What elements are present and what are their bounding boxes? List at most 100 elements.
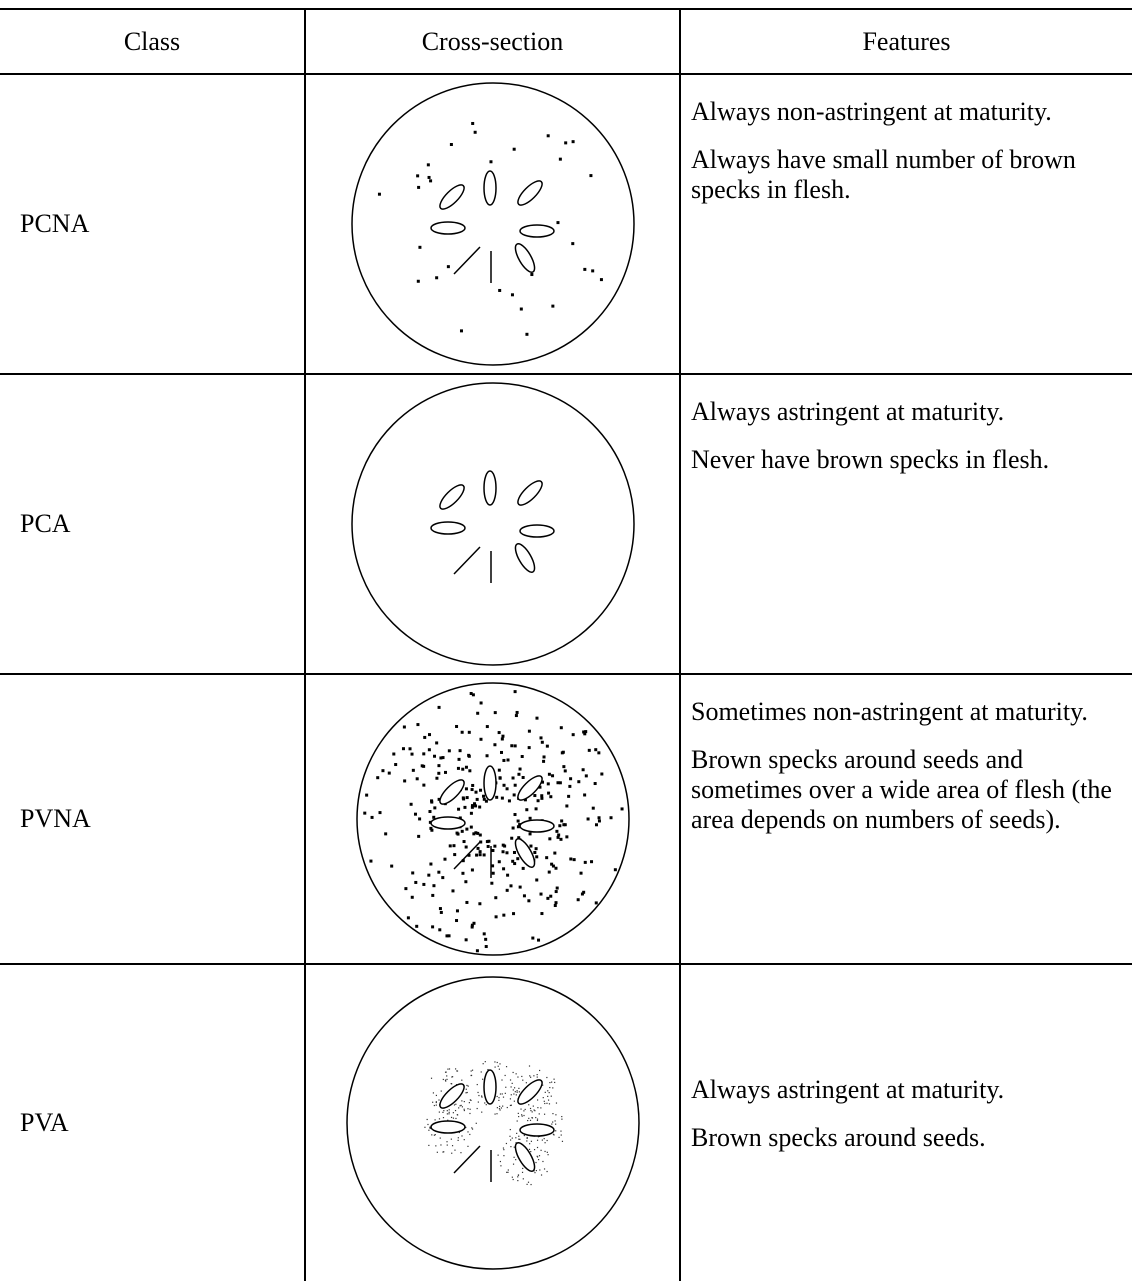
speck <box>375 776 379 780</box>
speck <box>439 1137 441 1139</box>
speck <box>516 1091 518 1093</box>
speck <box>433 1134 435 1136</box>
speck <box>500 737 504 741</box>
drawing-part <box>514 838 535 868</box>
speck <box>533 1148 535 1151</box>
speck <box>460 1079 462 1081</box>
speck <box>532 794 536 798</box>
speck <box>402 725 406 729</box>
speck <box>442 857 446 861</box>
speck <box>439 910 443 914</box>
speck <box>454 1103 456 1105</box>
speck <box>536 799 540 803</box>
speck <box>516 772 520 776</box>
speck <box>470 1070 472 1072</box>
speck <box>524 808 528 812</box>
header-cell: Cross-section <box>304 8 681 75</box>
speck <box>464 765 468 769</box>
speck <box>471 693 475 697</box>
speck <box>521 1171 523 1173</box>
speck <box>491 871 495 875</box>
speck <box>480 1071 482 1073</box>
speck <box>541 1160 544 1163</box>
speck <box>477 902 481 906</box>
speck <box>452 853 456 857</box>
speck <box>517 1138 519 1140</box>
speck <box>500 1107 502 1109</box>
speck <box>464 1126 466 1129</box>
speck <box>540 740 544 744</box>
speck <box>474 790 478 794</box>
speck <box>516 836 520 840</box>
speck <box>514 714 518 718</box>
speck <box>457 1137 459 1139</box>
speck <box>536 938 540 942</box>
speck <box>568 857 572 861</box>
speck <box>364 793 368 797</box>
speck <box>370 815 374 819</box>
speck <box>492 743 496 747</box>
drawing-part <box>438 779 465 805</box>
speck <box>496 1107 498 1109</box>
speck <box>476 1091 479 1094</box>
speck <box>437 705 441 709</box>
speck <box>497 1097 500 1099</box>
speck <box>458 749 462 753</box>
speck <box>458 1131 460 1134</box>
speck <box>525 1183 528 1185</box>
speck <box>536 1074 538 1076</box>
speck <box>473 130 477 134</box>
speck <box>534 847 538 851</box>
speck <box>448 844 452 848</box>
speck <box>555 886 559 890</box>
class-cell: PCNA <box>0 74 305 375</box>
speck <box>560 1134 562 1136</box>
speck <box>522 1178 524 1180</box>
speck <box>478 853 482 857</box>
drawing-part <box>516 775 543 801</box>
speck <box>462 805 466 809</box>
speck <box>499 1160 501 1163</box>
speck <box>484 799 488 803</box>
speck <box>470 925 474 929</box>
speck <box>550 1123 552 1125</box>
speck <box>559 819 563 823</box>
speck <box>496 1061 498 1064</box>
speck <box>514 1159 516 1161</box>
speck <box>461 1106 463 1108</box>
speck <box>480 1095 482 1097</box>
speck <box>450 1152 452 1154</box>
speck <box>518 1091 520 1093</box>
speck <box>613 868 617 872</box>
speck <box>512 1156 515 1158</box>
speck <box>509 1146 512 1148</box>
speck <box>539 912 543 916</box>
speck <box>413 880 417 884</box>
speck <box>420 764 424 768</box>
speck <box>557 1136 560 1139</box>
speck <box>543 1100 545 1102</box>
speck <box>497 731 501 735</box>
speck <box>527 1104 529 1106</box>
speck <box>552 1078 555 1080</box>
feature: Always astringent at maturity. <box>691 1075 1005 1104</box>
speck <box>499 750 503 754</box>
speck <box>427 810 431 814</box>
speck <box>540 1174 542 1176</box>
speck <box>501 758 505 762</box>
speck <box>511 826 515 830</box>
speck <box>549 862 553 866</box>
speck <box>576 898 580 902</box>
speck <box>422 735 426 739</box>
speck <box>454 1068 456 1070</box>
speck <box>410 871 414 875</box>
speck <box>469 1108 471 1110</box>
speck <box>558 157 562 161</box>
speck <box>501 1093 503 1095</box>
speck <box>480 1111 482 1113</box>
speck <box>462 840 466 844</box>
speck <box>498 1108 500 1110</box>
speck <box>493 896 497 900</box>
speck <box>543 1138 545 1140</box>
speck <box>513 813 517 817</box>
